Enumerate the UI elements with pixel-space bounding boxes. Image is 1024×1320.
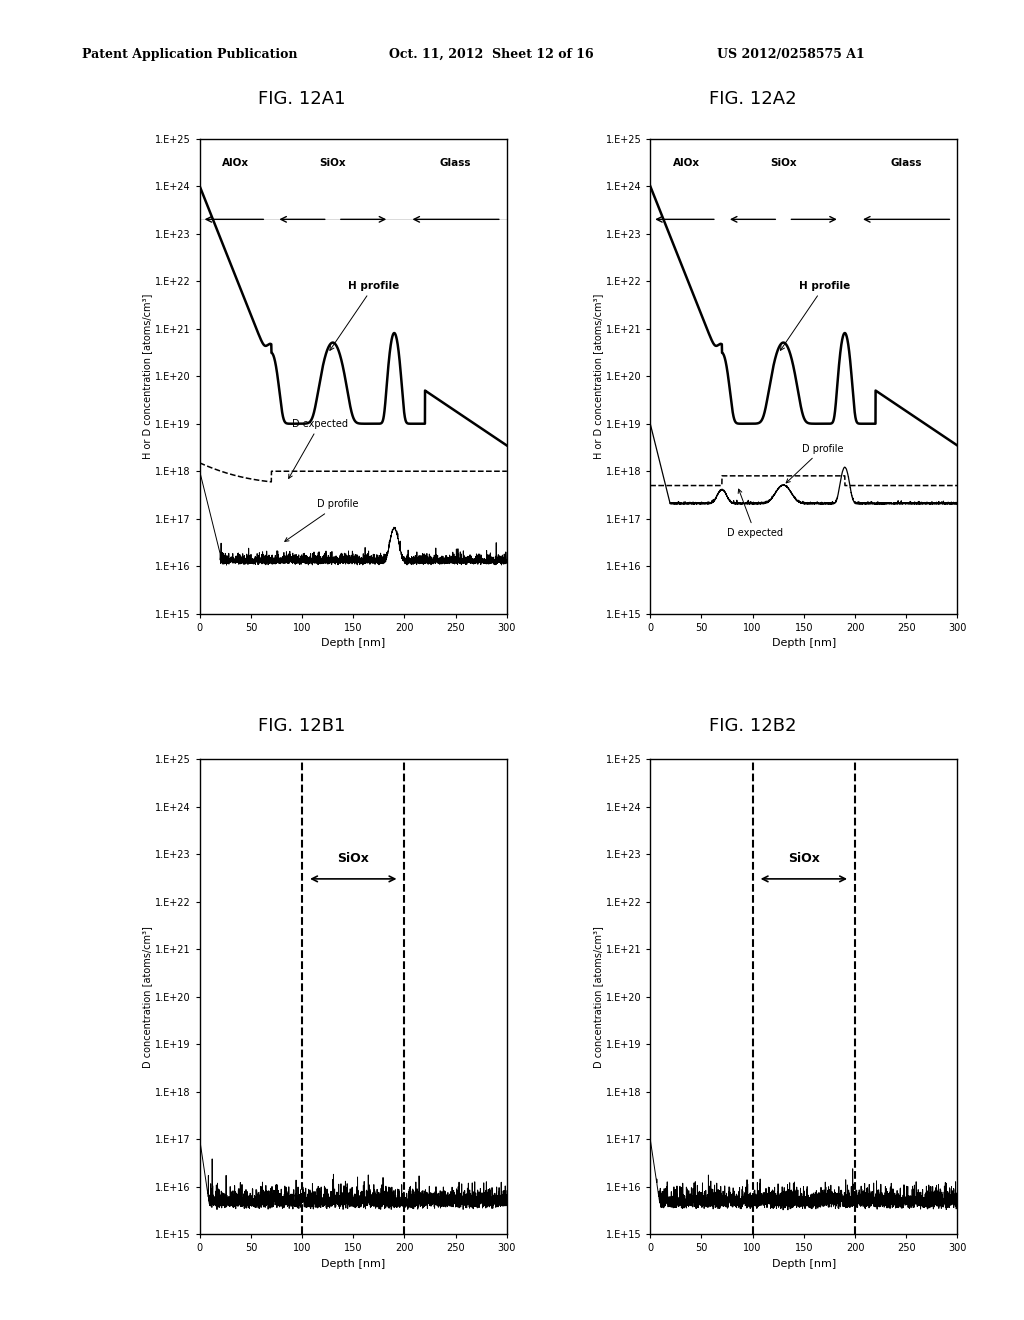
Y-axis label: D concentration [atoms/cm³]: D concentration [atoms/cm³]: [142, 925, 153, 1068]
Text: D profile: D profile: [786, 444, 844, 483]
Text: US 2012/0258575 A1: US 2012/0258575 A1: [717, 48, 864, 61]
Text: FIG. 12A1: FIG. 12A1: [258, 90, 346, 108]
Text: H profile: H profile: [780, 281, 850, 350]
X-axis label: Depth [nm]: Depth [nm]: [322, 639, 385, 648]
Y-axis label: H or D concentration [atoms/cm³]: H or D concentration [atoms/cm³]: [593, 293, 603, 459]
Y-axis label: D concentration [atoms/cm³]: D concentration [atoms/cm³]: [593, 925, 603, 1068]
Text: Glass: Glass: [891, 158, 922, 169]
Text: D expected: D expected: [289, 418, 348, 478]
Text: SiOx: SiOx: [337, 851, 370, 865]
Y-axis label: H or D concentration [atoms/cm³]: H or D concentration [atoms/cm³]: [142, 293, 153, 459]
Text: D expected: D expected: [727, 490, 783, 539]
X-axis label: Depth [nm]: Depth [nm]: [772, 1259, 836, 1269]
Text: Glass: Glass: [440, 158, 471, 169]
X-axis label: Depth [nm]: Depth [nm]: [322, 1259, 385, 1269]
Text: FIG. 12B1: FIG. 12B1: [258, 717, 346, 735]
Text: FIG. 12A2: FIG. 12A2: [709, 90, 797, 108]
Text: Oct. 11, 2012  Sheet 12 of 16: Oct. 11, 2012 Sheet 12 of 16: [389, 48, 594, 61]
X-axis label: Depth [nm]: Depth [nm]: [772, 639, 836, 648]
Text: SiOx: SiOx: [787, 851, 820, 865]
Text: D profile: D profile: [285, 499, 359, 541]
Text: AlOx: AlOx: [673, 158, 699, 169]
Text: SiOx: SiOx: [770, 158, 797, 169]
Text: H profile: H profile: [330, 281, 399, 350]
Text: SiOx: SiOx: [319, 158, 346, 169]
Text: AlOx: AlOx: [222, 158, 249, 169]
Text: FIG. 12B2: FIG. 12B2: [709, 717, 797, 735]
Text: Patent Application Publication: Patent Application Publication: [82, 48, 297, 61]
